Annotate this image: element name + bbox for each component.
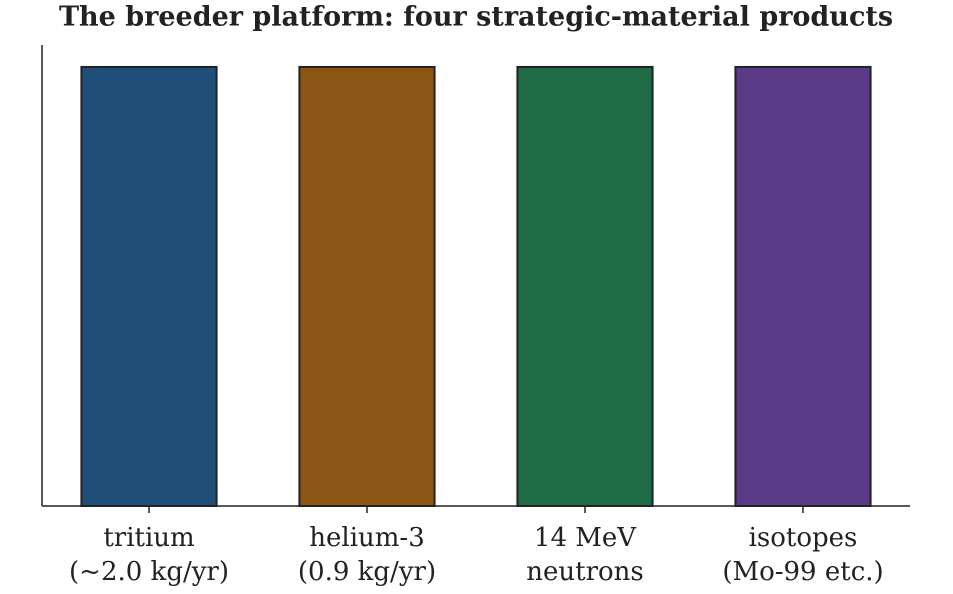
x-tick-label: 14 MeV <box>534 523 637 553</box>
x-tick-label: neutrons <box>526 557 644 587</box>
x-tick-label: tritium <box>103 523 194 553</box>
bar <box>80 65 218 507</box>
x-tick-label: (Mo-99 etc.) <box>722 557 883 587</box>
chart-title: The breeder platform: four strategic-mat… <box>59 2 893 33</box>
x-tick-label: (~2.0 kg/yr) <box>69 557 229 587</box>
x-tick-label: helium-3 <box>309 523 425 553</box>
x-tick-label: (0.9 kg/yr) <box>298 557 436 587</box>
bar <box>734 65 872 507</box>
x-tick-label: isotopes <box>749 523 858 553</box>
bar <box>298 65 436 507</box>
bar <box>516 65 654 507</box>
